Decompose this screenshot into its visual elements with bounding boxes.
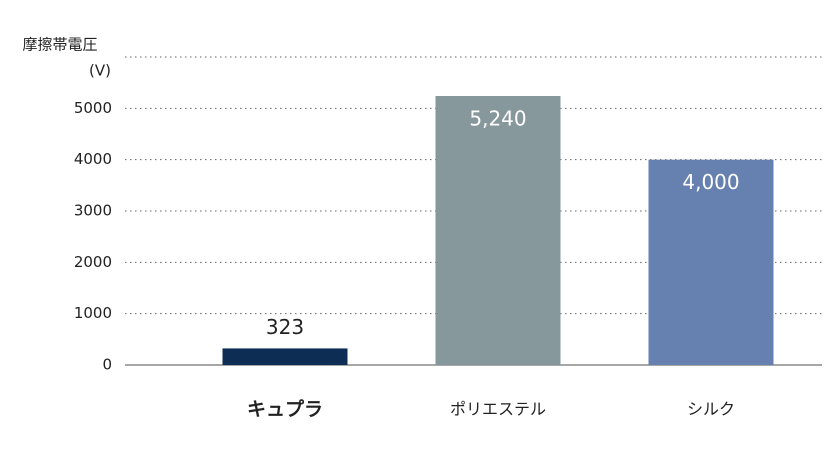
bar: [222, 348, 348, 365]
x-tick-label: ポリエステル: [450, 400, 546, 419]
bar: [648, 159, 774, 365]
y-axis-unit: (V): [89, 62, 111, 80]
data-label: 5,240: [469, 107, 526, 131]
y-tick-label: 3000: [74, 202, 112, 220]
data-label: 323: [266, 315, 304, 339]
data-label: 4,000: [682, 170, 739, 194]
y-tick-label: 4000: [74, 150, 112, 168]
y-tick-label: 5000: [74, 99, 112, 117]
y-tick-label: 0: [102, 356, 112, 374]
bar: [435, 96, 561, 365]
y-axis-label: 摩擦帯電圧: [22, 36, 97, 54]
y-tick-label: 1000: [74, 304, 112, 322]
y-tick-label: 2000: [74, 253, 112, 271]
x-tick-label: シルク: [687, 400, 735, 419]
x-tick-label: キュプラ: [247, 398, 323, 421]
